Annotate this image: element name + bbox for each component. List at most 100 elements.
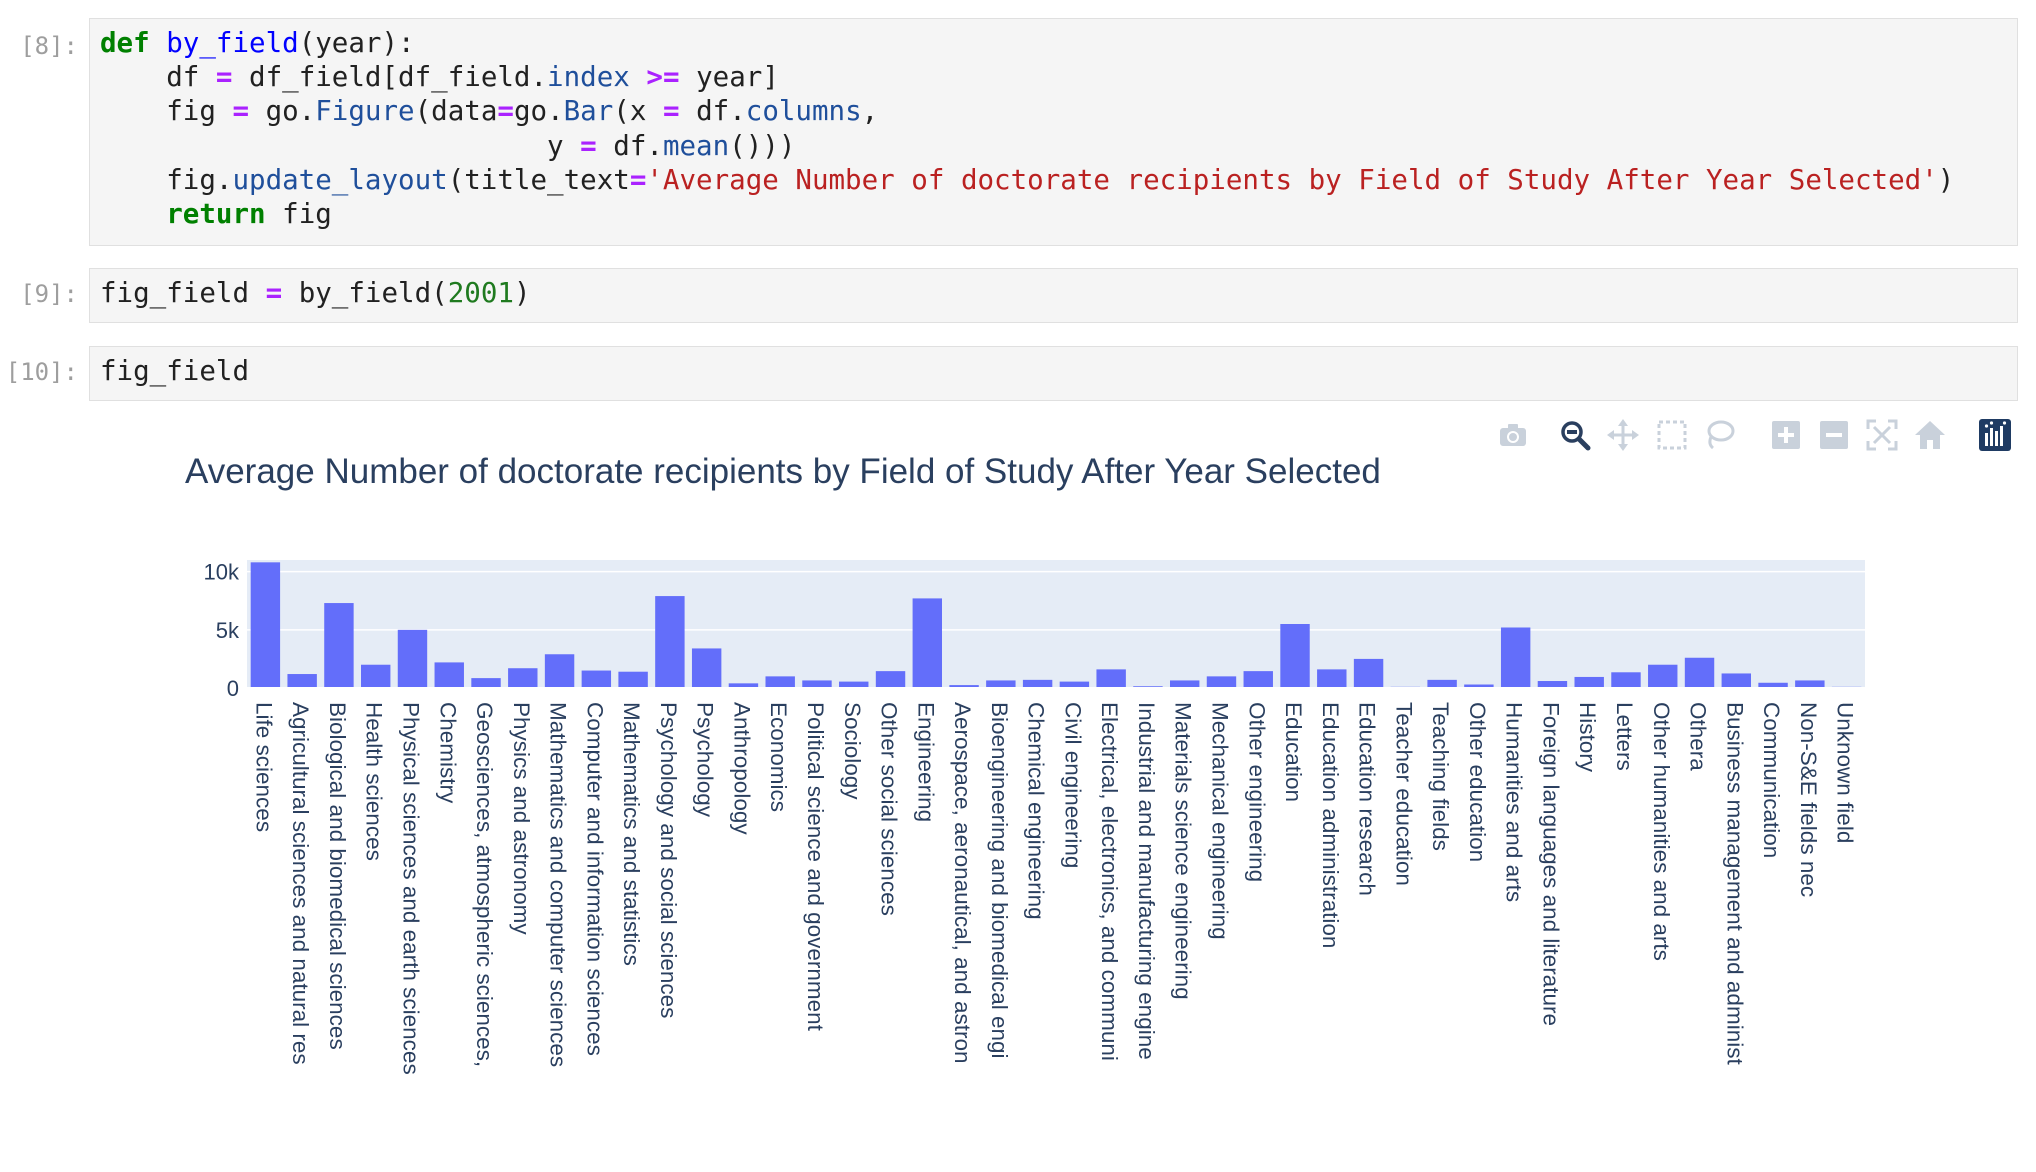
plot-area <box>247 560 1865 688</box>
code-token: ())) <box>729 129 796 162</box>
x-tick-label: Foreign languages and literature <box>1538 702 1563 1026</box>
bar[interactable] <box>1721 673 1752 688</box>
bar[interactable] <box>1500 627 1531 688</box>
bar[interactable] <box>1169 680 1200 688</box>
bar[interactable] <box>1574 676 1604 688</box>
code-text[interactable]: fig_field = by_field(2001) <box>90 269 2017 310</box>
bar[interactable] <box>691 648 722 688</box>
x-tick-label: Industrial and manufacturing engine <box>1134 702 1159 1060</box>
code-token: df_field[df_field. <box>232 61 548 94</box>
bar[interactable] <box>1353 658 1384 688</box>
x-tick-label: Physics and astronomy <box>509 702 534 935</box>
code-editor[interactable]: fig_field <box>89 346 2018 401</box>
bar[interactable] <box>1758 682 1788 688</box>
bar[interactable] <box>875 671 906 688</box>
bar[interactable] <box>1022 679 1053 688</box>
code-line: fig = go.Figure(data=go.Bar(x = df.colum… <box>100 94 2017 128</box>
bar[interactable] <box>581 670 612 688</box>
x-tick-label: Letters <box>1612 702 1637 771</box>
bar[interactable] <box>1059 681 1090 688</box>
bar[interactable] <box>728 683 759 688</box>
x-tick-label: Materials science engineering <box>1171 702 1196 1000</box>
code-token: = <box>265 277 283 309</box>
bar[interactable] <box>618 671 648 688</box>
bar[interactable] <box>1427 679 1457 688</box>
code-token: (data <box>414 95 498 128</box>
lasso-select-icon[interactable] <box>1702 418 1736 452</box>
code-token: = <box>232 95 250 128</box>
code-token: return <box>166 198 266 231</box>
code-token: >= <box>646 61 680 94</box>
x-tick-label: Life sciences <box>251 702 276 832</box>
bar[interactable] <box>1648 664 1678 688</box>
x-tick-label: Mathematics and computer sciences <box>546 702 571 1067</box>
bar[interactable] <box>1795 680 1825 688</box>
bar[interactable] <box>949 685 979 688</box>
zoom-in-icon[interactable] <box>1769 418 1803 452</box>
bar[interactable] <box>360 664 391 688</box>
code-token: year] <box>679 61 779 94</box>
code-token: def <box>100 27 150 59</box>
bar[interactable] <box>471 678 501 688</box>
code-text[interactable]: def by_field(year): df = df_field[df_fie… <box>90 19 2017 231</box>
code-token: = <box>629 163 647 196</box>
bar[interactable] <box>434 662 464 688</box>
bar[interactable] <box>1206 676 1237 688</box>
code-token: ) <box>513 277 531 309</box>
x-tick-label: Psychology <box>693 702 718 818</box>
code-token: = <box>497 95 514 128</box>
bar[interactable] <box>1537 681 1568 688</box>
bar[interactable] <box>1611 672 1641 688</box>
bar[interactable] <box>397 629 428 688</box>
bar[interactable] <box>1464 684 1494 688</box>
pan-icon[interactable] <box>1606 418 1640 452</box>
x-tick-label: Anthropology <box>729 702 754 835</box>
code-token: y <box>100 129 581 162</box>
bar[interactable] <box>544 654 575 688</box>
bar[interactable] <box>1243 671 1273 688</box>
bar[interactable] <box>655 596 685 688</box>
code-token: = <box>580 129 597 162</box>
bar[interactable] <box>1684 657 1715 688</box>
x-tick-label: Political science and government <box>803 702 828 1032</box>
x-tick-label: Aerospace, aeronautical, and astron <box>950 702 975 1063</box>
x-tick-label: Mechanical engineering <box>1207 702 1232 940</box>
code-editor[interactable]: def by_field(year): df = df_field[df_fie… <box>89 18 2018 246</box>
code-editor[interactable]: fig_field = by_field(2001) <box>89 268 2018 323</box>
x-tick-label: Mathematics and statistics <box>619 702 644 966</box>
zoom-out-icon[interactable] <box>1817 418 1851 452</box>
x-tick-label: Other social sciences <box>877 702 902 916</box>
x-tick-label: Civil engineering <box>1060 702 1085 868</box>
bar[interactable] <box>1096 669 1126 688</box>
cell-prompt: [10]: <box>5 358 78 386</box>
code-line: return fig <box>100 197 2017 231</box>
bar[interactable] <box>839 681 869 688</box>
code-token: mean <box>662 129 730 162</box>
x-tick-label: Chemistry <box>435 702 460 804</box>
code-token: fig <box>265 198 332 231</box>
bar[interactable] <box>1280 624 1310 688</box>
bar[interactable] <box>802 680 832 688</box>
bar[interactable] <box>912 598 943 688</box>
bar[interactable] <box>287 674 317 688</box>
x-tick-label: Chemical engineering <box>1024 702 1049 920</box>
bar[interactable] <box>1317 669 1347 688</box>
box-select-icon[interactable] <box>1655 418 1689 452</box>
code-line: def by_field(year): <box>100 26 2017 60</box>
x-tick-label: Communication <box>1759 702 1784 858</box>
x-tick-label: Economics <box>766 702 791 812</box>
autoscale-icon[interactable] <box>1865 418 1899 452</box>
camera-icon[interactable] <box>1496 418 1530 452</box>
y-tick-label: 0 <box>227 676 239 701</box>
plotly-logo-icon[interactable] <box>1978 418 2012 452</box>
bar[interactable] <box>986 680 1016 688</box>
code-token: index <box>547 61 630 94</box>
bar[interactable] <box>765 676 795 688</box>
bar[interactable] <box>508 668 538 688</box>
code-text[interactable]: fig_field <box>90 347 2017 388</box>
bar[interactable] <box>324 603 354 688</box>
reset-axes-icon[interactable] <box>1913 418 1947 452</box>
bar[interactable] <box>250 562 281 688</box>
zoom-icon[interactable] <box>1558 418 1592 452</box>
